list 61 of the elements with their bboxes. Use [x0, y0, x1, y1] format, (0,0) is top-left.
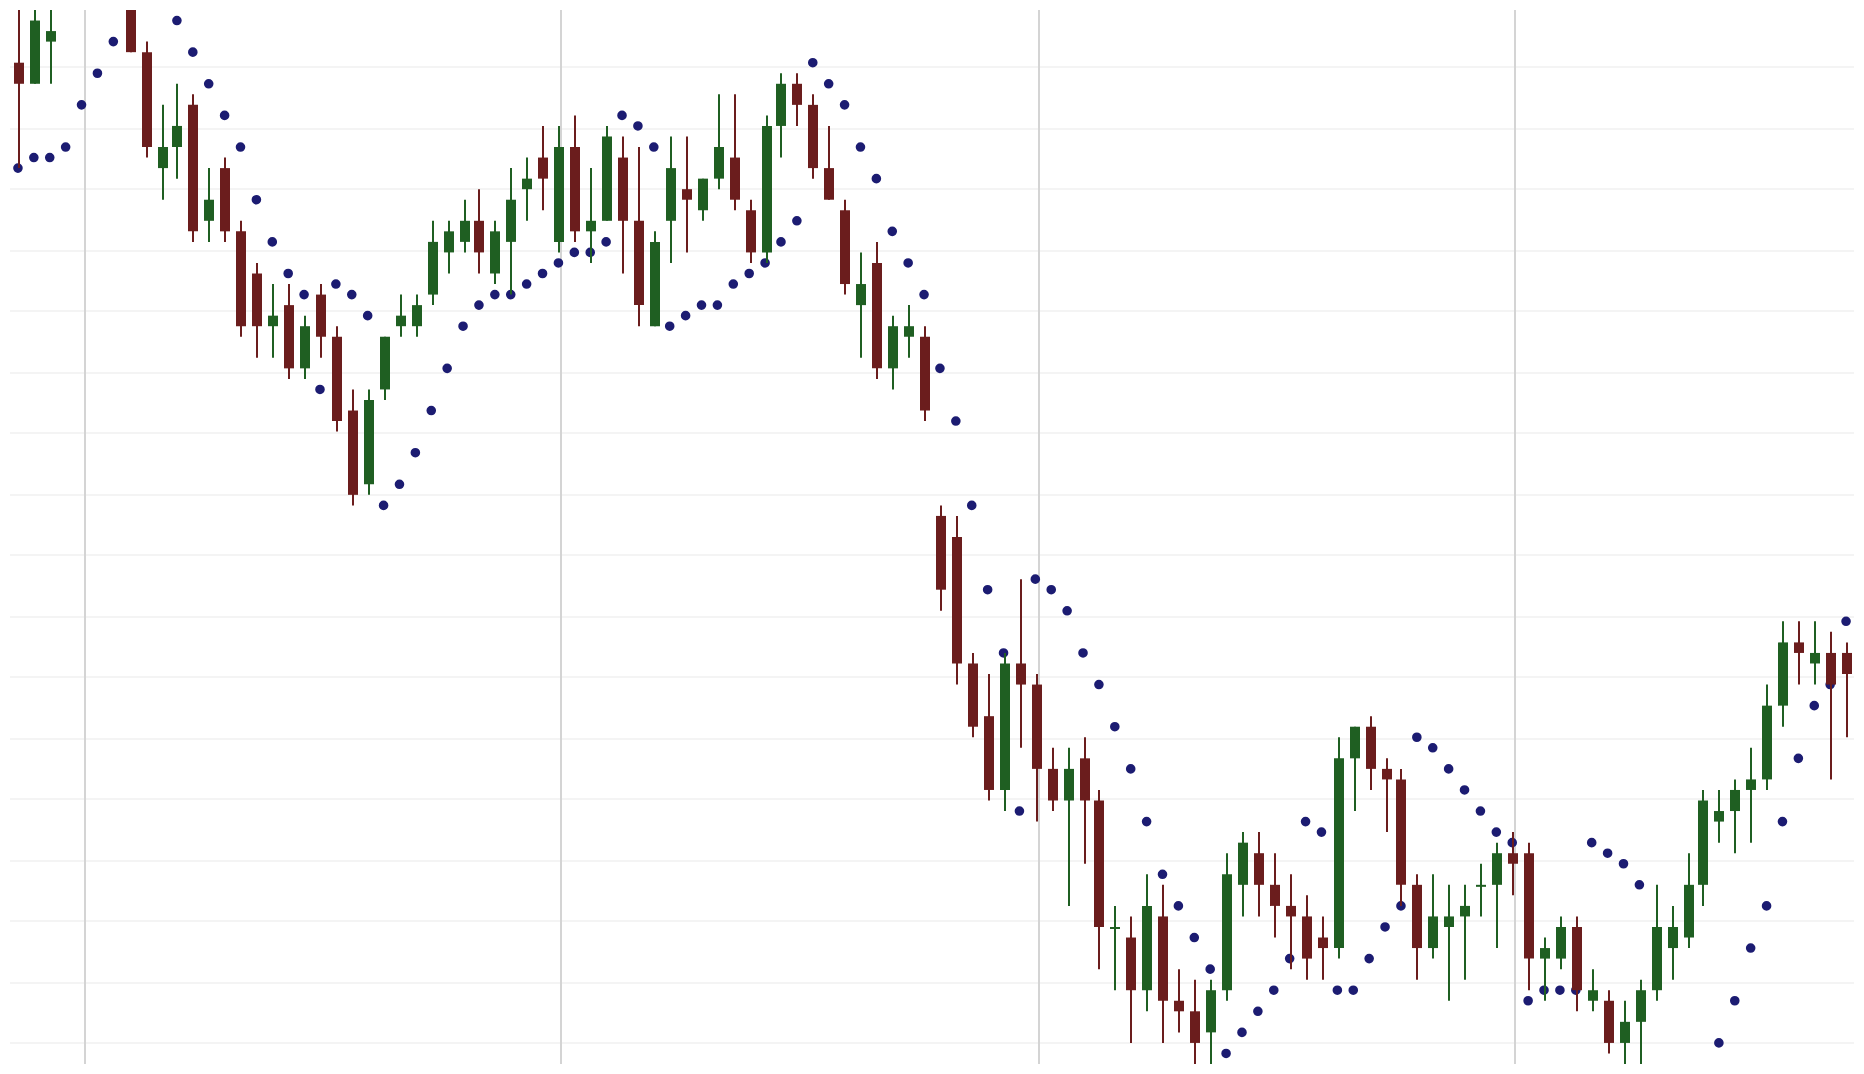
candlestick [1842, 641, 1852, 739]
candlestick [1270, 852, 1280, 939]
candlestick [1556, 915, 1566, 971]
candlestick [538, 124, 548, 212]
candlestick [1476, 862, 1486, 918]
candlestick [1382, 757, 1392, 834]
candlestick [1238, 831, 1248, 918]
candlestick [1714, 788, 1724, 844]
candlestick [300, 314, 310, 380]
candlestick [714, 93, 724, 191]
candlestick [856, 251, 866, 359]
candlestick [1668, 904, 1678, 981]
candlestick [1588, 968, 1598, 1013]
candlestick [1492, 841, 1502, 950]
candlestick [396, 293, 406, 338]
candlestick [1794, 620, 1804, 686]
candlestick [14, 9, 24, 170]
candlestick [1190, 978, 1200, 1065]
candlestick [792, 72, 802, 127]
candlestick [506, 167, 516, 296]
candlestick [444, 219, 454, 275]
candlestick [730, 93, 740, 212]
candlestick [172, 82, 182, 180]
candlestick [1636, 978, 1646, 1065]
candlestick [316, 283, 326, 359]
candlestick [268, 283, 278, 359]
candlestick [1048, 746, 1058, 813]
candlestick [460, 198, 470, 254]
candlestick [1428, 873, 1438, 960]
candlestick [698, 177, 708, 222]
candlestick [1604, 989, 1614, 1055]
candlestick [682, 135, 692, 254]
candlestick [824, 124, 834, 201]
candlestick [1730, 778, 1740, 855]
candlestick [1254, 831, 1264, 918]
candlestick [1350, 725, 1360, 813]
candlestick [1620, 999, 1630, 1065]
candlestick [746, 198, 756, 264]
candlestick [158, 103, 168, 201]
candlestick [1746, 746, 1756, 844]
candlestick [1810, 620, 1820, 686]
candlestick [1206, 978, 1216, 1065]
candlestick [776, 72, 786, 159]
candlestick [474, 188, 484, 275]
candlestick [1080, 736, 1090, 865]
candlestick [904, 304, 914, 359]
candlestick [1318, 915, 1328, 981]
candlestick [1366, 715, 1376, 791]
candlestick [1174, 968, 1184, 1034]
candlestick [1302, 894, 1312, 981]
candlestick [46, 9, 56, 85]
candlestick [1064, 746, 1074, 907]
candlestick [1016, 578, 1026, 749]
candlestick [1110, 904, 1120, 992]
candlestick [1444, 883, 1454, 1002]
candlestick [1460, 883, 1470, 981]
candlestick [412, 293, 422, 338]
candlestick [522, 156, 532, 222]
candlestick [888, 314, 898, 391]
candlestick [204, 167, 214, 243]
candlestick [490, 219, 500, 286]
